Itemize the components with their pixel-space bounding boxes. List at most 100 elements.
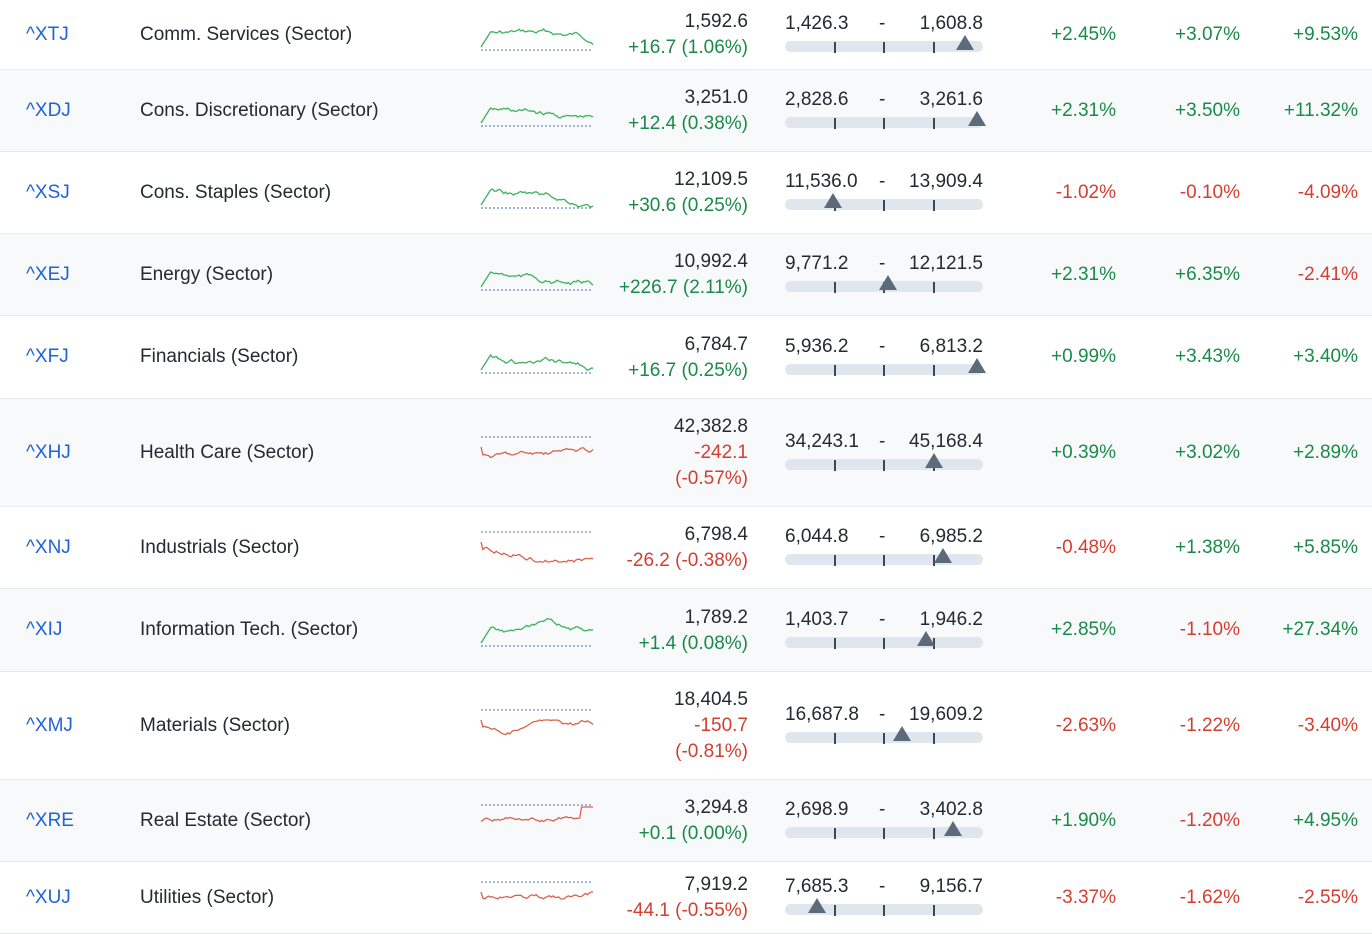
range-low: 7,685.3	[785, 876, 849, 897]
performance-p3: -2.41%	[1297, 263, 1358, 285]
range-separator: -	[879, 609, 886, 630]
range-tick	[883, 905, 885, 916]
performance-p3: +27.34%	[1282, 619, 1358, 640]
performance-p3: -3.40%	[1297, 714, 1358, 736]
table-row[interactable]: ^XDJ Cons. Discretionary (Sector) 3,251.0 +…	[0, 70, 1372, 152]
symbol-link[interactable]: ^XDJ	[26, 99, 71, 121]
range-high: 13,909.4	[909, 171, 983, 192]
performance-p3: +11.32%	[1283, 99, 1358, 121]
price-change: +1.4 (0.08%)	[638, 633, 748, 654]
price-cell: 6,784.7 +16.7 (0.25%)	[600, 332, 748, 384]
performance-p3: +3.40%	[1293, 346, 1358, 367]
sparkline-chart	[480, 433, 595, 473]
table-row[interactable]: ^XNJ Industrials (Sector) 6,798.4 -26.2 (-0…	[0, 507, 1372, 589]
range-high: 12,121.5	[909, 253, 983, 274]
performance-p2: +3.50%	[1175, 99, 1240, 121]
symbol-link[interactable]: ^XEJ	[26, 263, 70, 285]
symbol-link[interactable]: ^XHJ	[26, 441, 71, 463]
range-tick	[883, 555, 885, 566]
range-bar	[785, 358, 986, 376]
sparkline-chart	[480, 878, 595, 918]
last-price: 3,251.0	[684, 87, 748, 108]
price-cell: 6,798.4 -26.2 (-0.38%)	[600, 522, 748, 574]
range-tick	[933, 733, 935, 744]
range-cell: 16,687.8- 19,609.2	[785, 704, 985, 744]
range-tick	[834, 118, 836, 129]
performance-p2: +3.02%	[1175, 441, 1240, 463]
table-row[interactable]: ^XRE Real Estate (Sector) 3,294.8 +0.1 (0.0…	[0, 780, 1372, 862]
range-bar	[785, 898, 983, 916]
table-row[interactable]: ^XEJ Energy (Sector) 10,992.4 +226.7 (2.11%…	[0, 234, 1372, 316]
range-tick	[834, 42, 836, 53]
sparkline-path	[480, 353, 593, 372]
symbol-link[interactable]: ^XNJ	[26, 536, 71, 558]
range-separator: -	[879, 253, 886, 274]
performance-p3: +9.53%	[1293, 23, 1358, 45]
symbol-link[interactable]: ^XIJ	[26, 619, 63, 640]
range-marker-icon	[893, 726, 911, 741]
last-price: 1,592.6	[684, 11, 748, 32]
sparkline-path	[480, 806, 593, 823]
table-row[interactable]: ^XIJ Information Tech. (Sector) 1,789.2 +1.…	[0, 589, 1372, 672]
price-cell: 1,592.6 +16.7 (1.06%)	[600, 9, 748, 61]
range-high: 3,402.8	[919, 799, 983, 820]
range-low: 11,536.0	[785, 171, 858, 192]
table-row[interactable]: ^XUJ Utilities (Sector) 7,919.2 -44.1 (-0.5…	[0, 862, 1372, 934]
symbol-link[interactable]: ^XFJ	[26, 346, 69, 367]
table-row[interactable]: ^XFJ Financials (Sector) 6,784.7 +16.7 (0.2…	[0, 316, 1372, 399]
sector-name: Financials (Sector)	[140, 346, 299, 367]
sparkline-chart	[480, 611, 595, 651]
performance-p1: -2.63%	[1055, 714, 1116, 736]
range-marker-icon	[968, 358, 986, 373]
sparkline-path	[480, 446, 594, 459]
sparkline-path	[480, 188, 594, 208]
range-tick	[883, 200, 885, 211]
sector-name: Industrials (Sector)	[140, 536, 300, 558]
table-row[interactable]: ^XTJ Comm. Services (Sector) 1,592.6 +16.7 …	[0, 0, 1372, 70]
range-tick	[883, 42, 885, 53]
sparkline-path	[480, 891, 593, 900]
range-tick	[834, 828, 836, 839]
price-change: +0.1 (0.00%)	[638, 823, 748, 844]
range-cell: 11,536.0- 13,909.4	[785, 171, 985, 211]
price-cell: 1,789.2 +1.4 (0.08%)	[600, 605, 748, 657]
table-row[interactable]: ^XHJ Health Care (Sector) 42,382.8 -242.1 (…	[0, 399, 1372, 507]
sparkline-chart	[480, 338, 595, 378]
range-marker-icon	[968, 111, 986, 126]
range-tick	[933, 905, 935, 916]
table-row[interactable]: ^XMJ Materials (Sector) 18,404.5 -150.7 (-0…	[0, 672, 1372, 780]
range-separator: -	[879, 431, 886, 452]
range-tick	[883, 365, 885, 376]
performance-p2: -0.10%	[1179, 181, 1240, 203]
range-low: 2,698.9	[785, 799, 849, 820]
range-tick	[883, 460, 885, 471]
performance-p1: +0.99%	[1051, 346, 1116, 367]
range-separator: -	[879, 704, 886, 725]
symbol-link[interactable]: ^XTJ	[26, 23, 69, 45]
range-marker-icon	[925, 453, 943, 468]
sector-name: Energy (Sector)	[140, 263, 274, 285]
symbol-link[interactable]: ^XUJ	[26, 886, 71, 908]
price-change: -242.1 (-0.57%)	[675, 442, 748, 489]
sparkline-chart	[480, 173, 595, 213]
last-price: 6,798.4	[684, 524, 748, 545]
symbol-link[interactable]: ^XMJ	[26, 714, 73, 736]
range-separator: -	[879, 13, 886, 34]
range-bar	[785, 193, 983, 211]
symbol-link[interactable]: ^XRE	[26, 809, 74, 831]
range-cell: 1,426.3 - 1,608.8	[785, 13, 985, 53]
range-tick	[834, 282, 836, 293]
range-bar	[785, 35, 983, 53]
range-tick	[834, 905, 836, 916]
performance-p3: +4.95%	[1293, 809, 1358, 831]
sector-name: Comm. Services (Sector)	[140, 23, 353, 45]
performance-p1: -1.02%	[1055, 181, 1116, 203]
sparkline-path	[480, 541, 594, 563]
table-row[interactable]: ^XSJ Cons. Staples (Sector) 12,109.5 +30.6 …	[0, 152, 1372, 234]
sparkline-chart	[480, 706, 595, 746]
sparkline-path	[480, 719, 594, 736]
range-separator: -	[879, 876, 886, 897]
range-cell: 6,044.8 - 6,985.2	[785, 526, 985, 566]
range-marker-icon	[917, 631, 935, 646]
symbol-link[interactable]: ^XSJ	[26, 181, 70, 203]
